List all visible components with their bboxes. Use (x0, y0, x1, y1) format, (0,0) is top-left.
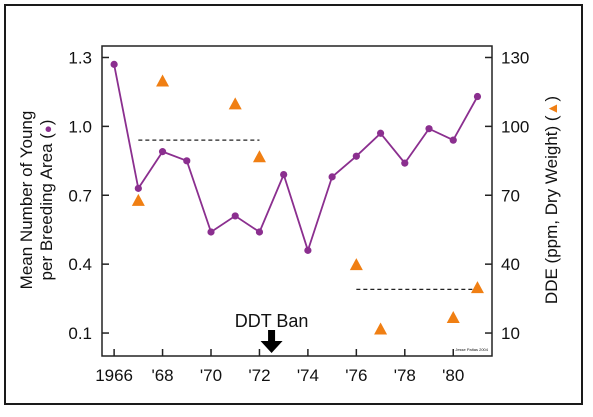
data-point-young (401, 159, 409, 167)
data-point-young (449, 136, 457, 144)
data-point-dde (349, 258, 363, 271)
data-point-young (376, 129, 385, 137)
y-left-tick-label: 0.1 (68, 324, 92, 343)
ddt-ban-arrow (260, 330, 283, 353)
data-point-young (110, 60, 118, 68)
data-point-dde (228, 97, 242, 110)
y-left-label-marker: ● (40, 125, 55, 133)
data-point-dde (470, 281, 484, 294)
data-point-young (328, 173, 336, 181)
data-point-dde (131, 193, 145, 206)
x-tick-label: '74 (297, 366, 319, 385)
data-point-young (231, 212, 239, 220)
x-tick-label: '78 (394, 366, 416, 385)
data-point-young (352, 152, 360, 160)
x-tick-label: '70 (200, 366, 222, 385)
y-left-tick-label: 0.7 (68, 186, 92, 205)
y-left-tick-label: 1.0 (68, 117, 92, 136)
data-point-dde (374, 322, 388, 335)
data-point-young (473, 92, 482, 101)
y-right-tick-label: 70 (501, 186, 520, 205)
y-right-tick-label: 100 (501, 117, 529, 136)
y-right-label-marker: ▲ (544, 102, 560, 116)
data-point-young (183, 157, 191, 165)
y-left-tick-label: 0.4 (68, 255, 92, 274)
x-tick-label: '68 (151, 366, 173, 385)
y-left-label-line2: per Breeding Area (●) (37, 120, 56, 281)
x-tick-label: 1966 (95, 366, 133, 385)
data-point-young (280, 170, 288, 179)
y-left-label-line1: Mean Number of Young (17, 111, 36, 290)
data-point-young (255, 228, 264, 236)
y-right-tick-label: 10 (501, 324, 520, 343)
data-point-dde (252, 150, 266, 163)
data-point-young (134, 184, 142, 192)
data-point-dde (446, 310, 460, 323)
y-right-label: DDE (ppm, Dry Weight) (▲) (542, 96, 561, 304)
ddt-ban-label: DDT Ban (235, 311, 309, 331)
credit-text: Jesse Paltas 2004 (455, 347, 488, 352)
x-tick-label: '72 (248, 366, 270, 385)
data-point-young (207, 228, 215, 236)
data-point-young (158, 148, 167, 156)
data-point-dde (156, 74, 170, 87)
y-left-tick-label: 1.3 (68, 48, 92, 67)
x-tick-label: '76 (345, 366, 367, 385)
y-right-tick-label: 130 (501, 48, 529, 67)
y-right-tick-label: 40 (501, 255, 520, 274)
data-point-young (425, 125, 433, 133)
plot-area (101, 45, 493, 357)
data-point-young (304, 246, 312, 254)
series-line-young (113, 64, 479, 254)
x-tick-label: '80 (442, 366, 464, 385)
